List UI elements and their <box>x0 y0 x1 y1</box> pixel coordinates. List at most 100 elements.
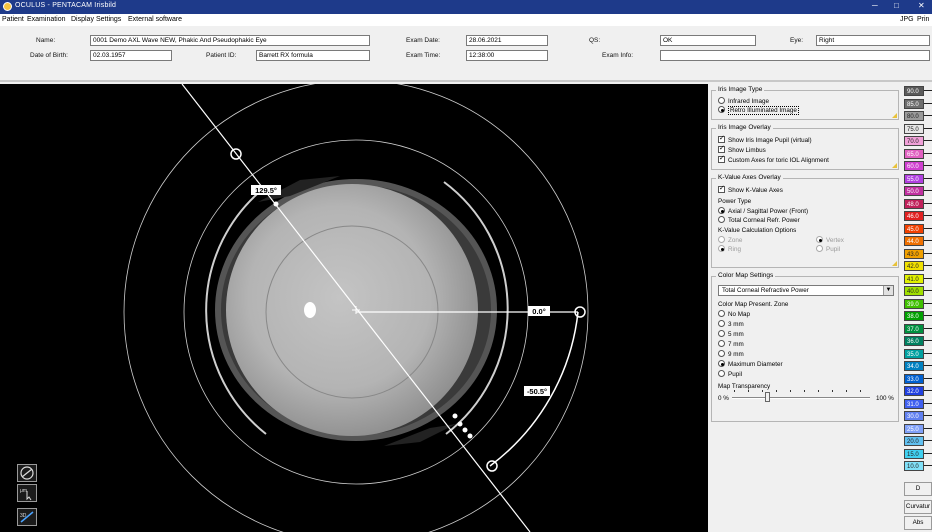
radio-mark <box>718 236 725 243</box>
group-k-value-axes: K-Value Axes Overlay Show K-Value Axes P… <box>711 174 899 268</box>
tool-measure[interactable]: μm <box>17 484 37 502</box>
qs-label: QS: <box>589 37 601 44</box>
color-scale-tick <box>924 377 932 379</box>
axis-marker-dot <box>273 201 279 207</box>
eye-label: Eye: <box>790 37 804 44</box>
menu-external-software[interactable]: External software <box>128 16 183 23</box>
color-scale-tick <box>924 402 932 404</box>
radio-zone[interactable]: Zone <box>718 236 742 244</box>
radio-9mm[interactable]: 9 mm <box>718 350 744 358</box>
menu-settings[interactable]: Settings <box>96 16 122 23</box>
axis-label-box <box>528 306 550 316</box>
patient-id-field[interactable]: Barrett RX formula <box>256 50 370 61</box>
radio-mark <box>718 320 725 327</box>
unit-d-button[interactable]: D <box>904 482 932 496</box>
radio-mark <box>718 106 725 113</box>
exam-info-field[interactable] <box>660 50 930 61</box>
title-bar: OCULUS - PENTACAM Irisbild ─ □ ✕ <box>0 0 932 14</box>
color-scale-tick <box>924 327 932 329</box>
radio-mark <box>816 245 823 252</box>
color-scale-swatch: 48.0 <box>904 198 924 209</box>
jpg-button[interactable]: JPG <box>900 16 914 23</box>
curvature-button[interactable]: Curvatur <box>904 500 932 514</box>
corneal-reflex <box>304 302 316 318</box>
print-button[interactable]: Prin <box>917 16 930 23</box>
color-scale-tick <box>924 465 932 466</box>
axis-marker-dot <box>462 427 468 433</box>
radio-5mm[interactable]: 5 mm <box>718 330 744 338</box>
minimize-button[interactable]: ─ <box>872 1 878 10</box>
exam-date-field[interactable]: 28.06.2021 <box>466 35 548 46</box>
tool-ruler[interactable]: 3D <box>17 508 37 526</box>
radio-total-corneal-refr-power[interactable]: Total Corneal Refr. Power <box>718 216 800 224</box>
angle-tool-icon <box>20 466 34 480</box>
radio-no-map[interactable]: No Map <box>718 310 750 318</box>
map-transparency-slider[interactable] <box>732 390 870 402</box>
color-scale-tick <box>924 90 932 91</box>
color-scale-swatch: 40.0 <box>904 286 924 296</box>
radio-7mm[interactable]: 7 mm <box>718 340 744 348</box>
color-scale-swatch: 42.0 <box>904 261 924 271</box>
menu-examination[interactable]: Examination <box>27 16 66 23</box>
svg-text:3D: 3D <box>20 513 27 519</box>
color-scale-tick <box>924 165 932 166</box>
slider-tick <box>846 390 847 392</box>
iris-image-viewer[interactable]: 129.5° 0.0° -50.5° μm 3D <box>0 84 708 532</box>
radio-maximum-diameter[interactable]: Maximum Diameter <box>718 360 783 368</box>
radio-vertex[interactable]: Vertex <box>816 236 844 244</box>
radio-infrared-image[interactable]: Infrared Image <box>718 97 769 105</box>
map-transparency-label: Map Transparency <box>718 383 771 390</box>
axis-marker-dot <box>452 413 458 419</box>
color-scale-swatch: 38.0 <box>904 311 924 321</box>
radio-pupil-calc[interactable]: Pupil <box>816 245 840 253</box>
color-scale-swatch: 45.0 <box>904 223 924 234</box>
qs-field[interactable]: OK <box>660 35 756 46</box>
check-show-limbus[interactable]: Show Limbus <box>718 144 766 154</box>
slider-track <box>732 397 870 399</box>
radio-pupil-zone[interactable]: Pupil <box>718 370 742 378</box>
color-scale-swatch: 60.0 <box>904 161 924 171</box>
group-title: Color Map Settings <box>716 272 776 279</box>
color-scale-swatch: 32.0 <box>904 386 924 396</box>
svg-text:μm: μm <box>20 488 27 494</box>
menu-display[interactable]: Display <box>71 16 94 23</box>
radio-3mm[interactable]: 3 mm <box>718 320 744 328</box>
patient-info-panel: Name: 0001 Demo AXL Wave NEW, Phakic And… <box>0 26 932 82</box>
radio-ring[interactable]: Ring <box>718 245 741 253</box>
axis-handle-right[interactable] <box>574 306 586 318</box>
radio-retro-illuminated-image[interactable]: Retro Illuminated Image <box>718 106 799 115</box>
color-scale-swatch: 34.0 <box>904 361 924 371</box>
check-show-k-value-axes[interactable]: Show K-Value Axes <box>718 184 783 194</box>
group-color-map-settings: Color Map Settings Total Corneal Refract… <box>711 272 899 422</box>
check-custom-axes[interactable]: Custom Axes for toric IOL Alignment <box>718 154 829 164</box>
slider-thumb[interactable] <box>765 392 771 402</box>
color-scale-swatch: 39.0 <box>904 298 924 309</box>
color-scale-swatch: 31.0 <box>904 398 924 409</box>
calc-options-label: K-Value Calculation Options <box>718 227 797 234</box>
axis-label-129-5: 129.5° <box>255 186 277 195</box>
radio-mark <box>718 360 725 367</box>
chevron-down-icon[interactable]: ▼ <box>883 286 893 295</box>
close-button[interactable]: ✕ <box>918 1 925 10</box>
axis-handle-bottom[interactable] <box>486 460 498 472</box>
dob-field[interactable]: 02.03.1957 <box>90 50 172 61</box>
check-show-iris-pupil[interactable]: Show Iris Image Pupil (virtual) <box>718 134 812 144</box>
abs-button[interactable]: Abs <box>904 516 932 530</box>
name-field[interactable]: 0001 Demo AXL Wave NEW, Phakic And Pseud… <box>90 35 370 46</box>
slider-tick <box>762 390 763 392</box>
exam-time-field[interactable]: 12:38:00 <box>466 50 548 61</box>
color-scale-tick <box>924 340 932 341</box>
maximize-button[interactable]: □ <box>894 1 899 10</box>
axis-handle-top[interactable] <box>230 148 242 160</box>
tool-angle[interactable] <box>17 464 37 482</box>
eye-field[interactable]: Right <box>816 35 930 46</box>
axis-label-0-0: 0.0° <box>532 307 545 316</box>
radio-axial-sagittal-power[interactable]: Axial / Sagittal Power (Front) <box>718 207 808 215</box>
menu-patient[interactable]: Patient <box>2 16 24 23</box>
color-scale-tick <box>924 227 932 229</box>
checkbox-mark <box>718 144 725 154</box>
color-scale-tick <box>924 102 932 104</box>
color-scale-tick <box>924 215 932 216</box>
color-scale-tick <box>924 127 932 129</box>
color-map-select[interactable]: Total Corneal Refractive Power ▼ <box>718 285 894 296</box>
